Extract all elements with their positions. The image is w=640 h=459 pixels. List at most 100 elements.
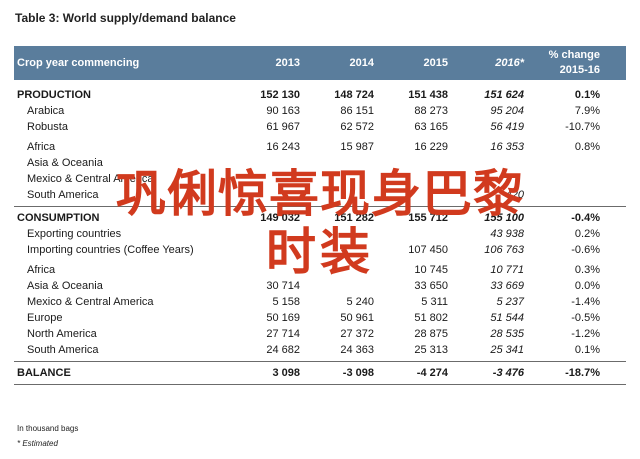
row-pct-change: 0.3% xyxy=(574,264,600,276)
row-value xyxy=(316,155,374,171)
row-label: North America xyxy=(27,328,97,340)
row-label: Mexico & Central America xyxy=(27,173,154,185)
row-pct-change: 7.9% xyxy=(574,105,600,117)
row-pct-change xyxy=(534,187,600,203)
header-year-2013: 2013 xyxy=(275,57,300,69)
row-value xyxy=(316,242,374,258)
table-row: South America 420 xyxy=(14,187,626,203)
table-title: Table 3: World supply/demand balance xyxy=(15,11,236,25)
row-value: 24 682 xyxy=(266,344,300,356)
row-value: 148 724 xyxy=(334,89,374,101)
row-label: PRODUCTION xyxy=(17,89,91,101)
header-pct-line1: % change xyxy=(548,49,600,61)
row-value: 10 771 xyxy=(490,264,524,276)
row-label: Europe xyxy=(27,312,63,324)
row-value xyxy=(242,226,300,242)
row-value xyxy=(242,171,300,187)
header-label: Crop year commencing xyxy=(17,57,140,69)
row-pct-change: -1.2% xyxy=(571,328,600,340)
row-value: 62 572 xyxy=(340,121,374,133)
row-value: 15 987 xyxy=(340,141,374,153)
row-value: 151 438 xyxy=(408,89,448,101)
row-value: 3 098 xyxy=(272,367,300,379)
row-value: 28 875 xyxy=(414,328,448,340)
row-label: BALANCE xyxy=(17,367,71,379)
row-value xyxy=(316,262,374,278)
table-notes: In thousand bags * Estimated xyxy=(17,421,78,451)
row-value: 152 130 xyxy=(260,89,300,101)
table-row: Exporting countries 43 938 0.2% xyxy=(14,226,626,242)
table-row: PRODUCTION 152 130 148 724 151 438 151 624 0.… xyxy=(14,87,626,103)
row-pct-change: 0.1% xyxy=(574,89,600,101)
table-row: North America 27 714 27 372 28 875 28 535 -1.… xyxy=(14,326,626,342)
row-value xyxy=(242,262,300,278)
row-value: 5 237 xyxy=(496,296,524,308)
row-label: South America xyxy=(27,344,99,356)
row-value: 95 204 xyxy=(490,105,524,117)
row-pct-change: -0.4% xyxy=(571,212,600,224)
table-row: South America 24 682 24 363 25 313 25 341 0.1… xyxy=(14,342,626,358)
header-year-2014: 2014 xyxy=(349,57,374,69)
table-row: Importing countries (Coffee Years) 107 45… xyxy=(14,242,626,258)
row-pct-change: 0.1% xyxy=(574,344,600,356)
row-value: 151 282 xyxy=(334,212,374,224)
row-value: 25 313 xyxy=(414,344,448,356)
row-label: Arabica xyxy=(27,105,65,117)
row-value xyxy=(242,155,300,171)
row-value: 50 169 xyxy=(266,312,300,324)
header-year-2015: 2015 xyxy=(423,57,448,69)
table-row: Europe 50 169 50 961 51 802 51 544 -0.5% xyxy=(14,310,626,326)
row-value: 10 745 xyxy=(414,264,448,276)
row-pct-change: -0.5% xyxy=(571,312,600,324)
row-value: 5 158 xyxy=(272,296,300,308)
table-row: Africa 10 745 10 771 0.3% xyxy=(14,262,626,278)
row-value: 61 967 xyxy=(266,121,300,133)
row-value xyxy=(316,278,374,294)
row-value: 155 712 xyxy=(408,212,448,224)
row-value xyxy=(466,171,524,187)
row-label: Africa xyxy=(27,141,56,153)
table-body: PRODUCTION 152 130 148 724 151 438 151 624 0.… xyxy=(14,87,626,388)
row-label: Importing countries (Coffee Years) xyxy=(27,244,194,256)
row-pct-change: -0.6% xyxy=(571,244,600,256)
row-label: South America xyxy=(27,189,99,201)
row-pct-change: 0.2% xyxy=(574,228,600,240)
row-value: 56 419 xyxy=(490,121,524,133)
header-pct-change: % change 2015-16 xyxy=(534,46,600,80)
table-row: Asia & Oceania xyxy=(14,155,626,171)
row-value: 149 032 xyxy=(260,212,300,224)
row-value: 43 938 xyxy=(490,228,524,240)
row-value: 51 802 xyxy=(414,312,448,324)
row-value: 63 165 xyxy=(414,121,448,133)
row-value: 16 229 xyxy=(414,141,448,153)
row-value: 90 163 xyxy=(266,105,300,117)
row-value xyxy=(390,171,448,187)
table-bottom-rule xyxy=(14,384,626,385)
row-value: -3 098 xyxy=(342,367,374,379)
row-value xyxy=(316,187,374,203)
row-value xyxy=(466,155,524,171)
row-value xyxy=(242,242,300,258)
row-value xyxy=(316,226,374,242)
row-pct-change: -18.7% xyxy=(565,367,600,379)
row-label: Mexico & Central America xyxy=(27,296,154,308)
row-value xyxy=(390,155,448,171)
row-value: -3 476 xyxy=(492,367,524,379)
row-value: 88 273 xyxy=(414,105,448,117)
row-value: 86 151 xyxy=(340,105,374,117)
row-value: 25 341 xyxy=(490,344,524,356)
row-pct-change xyxy=(534,155,600,171)
row-label: Asia & Oceania xyxy=(27,157,103,169)
note-estimated: * Estimated xyxy=(17,439,58,448)
row-value xyxy=(390,187,448,203)
header-year-2016: 2016* xyxy=(495,57,524,69)
row-pct-change: 0.8% xyxy=(574,141,600,153)
row-value: 151 624 xyxy=(484,89,524,101)
table-row: BALANCE 3 098 -3 098 -4 274 -3 476 -18.7% xyxy=(14,365,626,381)
header-pct-line2: 2015-16 xyxy=(559,64,600,76)
table-row: Robusta 61 967 62 572 63 165 56 419 -10.7% xyxy=(14,119,626,135)
row-label: Robusta xyxy=(27,121,68,133)
row-label: Exporting countries xyxy=(27,228,122,240)
row-value: 106 763 xyxy=(484,244,524,256)
table-row: Arabica 90 163 86 151 88 273 95 204 7.9% xyxy=(14,103,626,119)
